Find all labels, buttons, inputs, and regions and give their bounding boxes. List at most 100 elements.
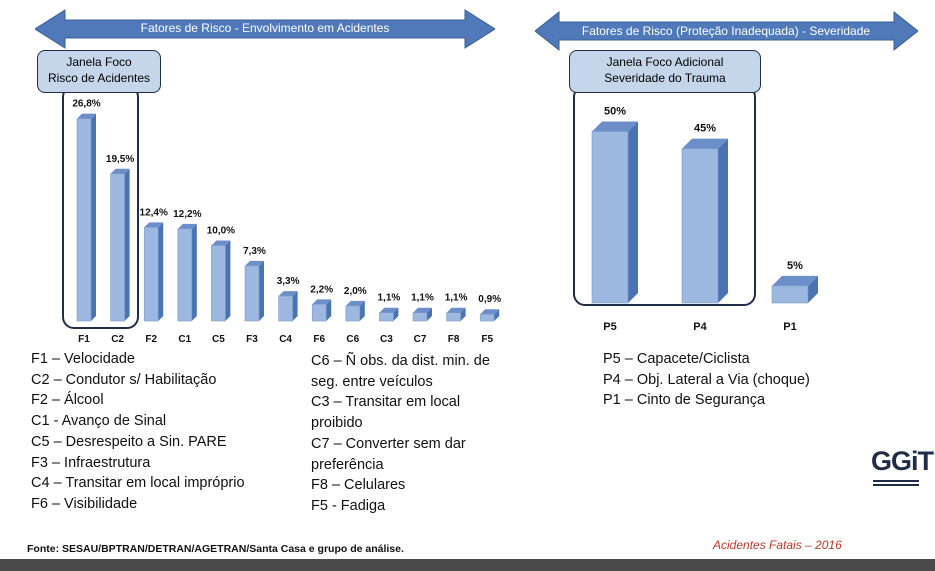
bar-top bbox=[144, 222, 164, 228]
bar-top bbox=[682, 138, 728, 149]
legend-item: C5 – Desrespeito a Sin. PARE bbox=[31, 433, 227, 450]
category-tick-label: F6 bbox=[313, 334, 325, 345]
legend-item: proibido bbox=[311, 415, 363, 432]
bar bbox=[345, 305, 361, 322]
bar-side bbox=[718, 138, 728, 303]
left-header-title: Fatores de Risco - Envolvimento em Acide… bbox=[140, 21, 390, 35]
bar-value-label: 0,9% bbox=[478, 294, 501, 305]
bar-side bbox=[191, 223, 197, 321]
bar-side bbox=[91, 113, 96, 321]
bar-side bbox=[427, 307, 432, 321]
bar bbox=[278, 295, 293, 322]
right-focus-label-line2: Severidade do Trauma bbox=[604, 71, 726, 85]
bar-value-label: 3,3% bbox=[277, 276, 300, 287]
category-tick-label: P4 bbox=[693, 321, 707, 333]
bar bbox=[681, 148, 719, 304]
bar-side bbox=[225, 240, 231, 321]
bar-value-label: 5% bbox=[787, 260, 803, 272]
category-tick-label: F1 bbox=[78, 334, 90, 345]
bar-top bbox=[177, 223, 197, 229]
bar-side bbox=[259, 260, 264, 321]
category-tick-label: F8 bbox=[448, 334, 460, 345]
category-tick-label: F2 bbox=[145, 334, 157, 345]
legend-item: F8 – Celulares bbox=[311, 477, 406, 494]
legend-item: preferência bbox=[311, 456, 384, 473]
legend-item: C1 - Avanço de Sinal bbox=[31, 413, 167, 430]
right-focus-window-label: Janela Foco Adicional Severidade do Trau… bbox=[569, 50, 761, 93]
legend-item: F3 – Infraestrutura bbox=[31, 454, 151, 471]
bar bbox=[479, 313, 495, 322]
bar bbox=[76, 118, 92, 322]
bar-side bbox=[326, 299, 332, 321]
legend-item: C4 – Transitar em local impróprio bbox=[31, 475, 245, 492]
category-tick-label: C4 bbox=[279, 334, 292, 345]
left-header-arrow bbox=[35, 9, 495, 49]
bar-side bbox=[158, 222, 164, 321]
bar bbox=[446, 312, 461, 322]
bar-value-label: 12,4% bbox=[140, 207, 168, 218]
legend-item: C2 – Condutor s/ Habilitação bbox=[31, 371, 217, 388]
bar bbox=[379, 312, 394, 322]
bar bbox=[412, 312, 428, 322]
legend-item: F2 – Álcool bbox=[31, 392, 104, 409]
bar-top bbox=[592, 121, 638, 132]
left-focus-label-line2: Risco de Acidentes bbox=[47, 71, 151, 85]
bar-top bbox=[413, 307, 432, 313]
bar-top bbox=[379, 307, 399, 313]
bar-side bbox=[124, 168, 130, 321]
ggit-logo: GGiT bbox=[871, 446, 934, 492]
category-tick-label: C6 bbox=[346, 334, 359, 345]
bar-side bbox=[494, 309, 500, 321]
left-focus-window-label: Janela Foco Risco de Acidentes bbox=[37, 50, 161, 93]
legend-item: P4 – Obj. Lateral a Via (choque) bbox=[603, 371, 810, 388]
left-focus-label-line1: Janela Foco bbox=[66, 55, 132, 69]
legend-item: C3 – Transitar em local bbox=[311, 394, 461, 411]
legend-item: P5 – Capacete/Ciclista bbox=[603, 351, 750, 367]
bar bbox=[771, 285, 809, 304]
legend-item: F1 – Velocidade bbox=[31, 351, 135, 367]
bar-value-label: 2,0% bbox=[344, 286, 367, 297]
category-tick-label: C3 bbox=[380, 334, 393, 345]
left-legend-col1: F1 – Velocidade C2 – Condutor s/ Habilit… bbox=[31, 349, 245, 515]
bar-value-label: 7,3% bbox=[243, 246, 266, 257]
legend-item: C7 – Converter sem dar bbox=[311, 435, 466, 452]
bar-side bbox=[628, 121, 638, 303]
bar-top bbox=[480, 309, 500, 315]
bar-value-label: 50% bbox=[604, 106, 626, 118]
bar-top bbox=[245, 260, 264, 266]
bar-top bbox=[110, 168, 130, 174]
legend-item: F6 – Visibilidade bbox=[31, 495, 138, 512]
category-tick-label: P5 bbox=[603, 321, 616, 333]
bar-top bbox=[278, 291, 298, 297]
legend-item: seg. entre veículos bbox=[311, 373, 433, 390]
bar-top bbox=[77, 113, 96, 119]
logo-underline bbox=[873, 484, 919, 486]
left-legend-col2: C6 – Ñ obs. da dist. min. de seg. entre … bbox=[311, 351, 490, 517]
category-tick-label: C2 bbox=[111, 334, 124, 345]
bar-top bbox=[446, 307, 466, 313]
bar-side bbox=[393, 307, 399, 321]
bar bbox=[591, 131, 629, 304]
bar bbox=[244, 265, 260, 322]
bar bbox=[177, 228, 193, 322]
right-focus-label-line1: Janela Foco Adicional bbox=[606, 55, 724, 69]
bar-top bbox=[345, 300, 365, 306]
bar-value-label: 12,2% bbox=[173, 209, 201, 220]
bar bbox=[311, 304, 327, 322]
bar-side bbox=[460, 307, 466, 321]
bottom-band bbox=[0, 559, 935, 571]
category-tick-label: C7 bbox=[414, 334, 427, 345]
legend-item: C6 – Ñ obs. da dist. min. de bbox=[311, 353, 490, 369]
category-tick-label: C5 bbox=[212, 334, 225, 345]
bar-top bbox=[211, 240, 231, 246]
bar-value-label: 45% bbox=[694, 123, 716, 135]
bar-value-label: 1,1% bbox=[411, 293, 434, 304]
bar-value-label: 1,1% bbox=[445, 293, 468, 304]
category-tick-label: F3 bbox=[246, 334, 258, 345]
right-header-title: Fatores de Risco (Proteção Inadequada) -… bbox=[581, 24, 871, 38]
footer-note: Acidentes Fatais – 2016 bbox=[713, 538, 842, 552]
bar bbox=[143, 227, 159, 322]
right-header-arrow bbox=[535, 10, 918, 52]
bar bbox=[110, 173, 125, 322]
